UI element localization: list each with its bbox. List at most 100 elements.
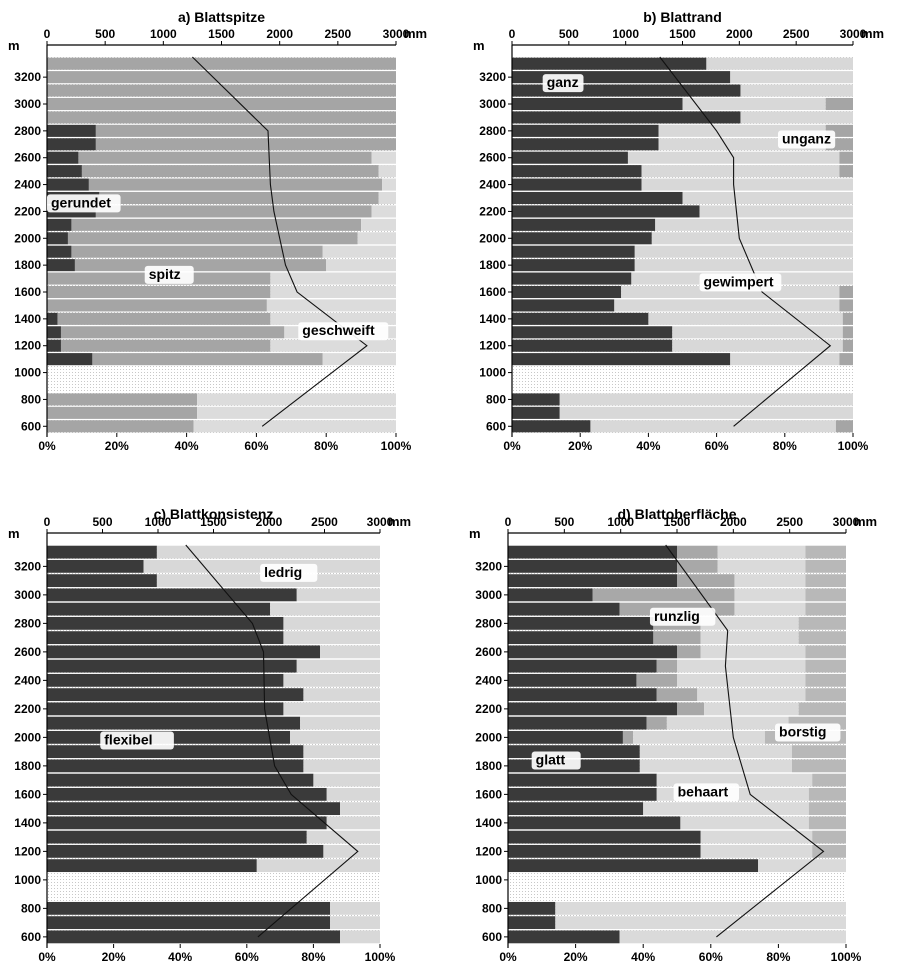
blattspitze-bar-spitz-2300 (99, 191, 379, 205)
blattoberflaeche-precipitation-line (665, 544, 825, 938)
blattspitze-bar-spitz-3000 (47, 97, 396, 111)
blattoberflaeche-ytick-1400: 1400 (475, 816, 502, 830)
blattrand-bar-ganz-3300 (512, 57, 707, 70)
blattkonsistenz-toptick-0: 0 (44, 515, 51, 529)
blattspitze-ytick-2000: 2000 (14, 231, 41, 245)
blattoberflaeche-bar-behaart-2800 (700, 616, 799, 630)
blattkonsistenz-left-unit: m (8, 526, 20, 541)
blattkonsistenz-bar-flexibel-3000 (47, 588, 297, 602)
blattspitze-bar-gerundet-2500 (47, 165, 82, 178)
blattoberflaeche-ytick-2600: 2600 (475, 645, 502, 659)
blattoberflaeche-bar-glatt-2700 (508, 631, 654, 645)
blattkonsistenz-bar-ledrig-2700 (283, 631, 380, 645)
blattspitze-ytick-800: 800 (21, 392, 41, 406)
blattspitze-bar-geschweift-2300 (378, 191, 396, 205)
blattrand-bar-ganz-2200 (512, 205, 700, 218)
blattkonsistenz-xtick-40: 40% (168, 950, 192, 964)
blattoberflaeche-ytick-600: 600 (482, 930, 502, 944)
blattoberflaeche-left-unit: m (469, 526, 481, 541)
blattkonsistenz-xtick-60: 60% (235, 950, 259, 964)
blattkonsistenz-ytick-2600: 2600 (14, 645, 41, 659)
blattoberflaeche-bar-glatt-1700 (508, 773, 657, 787)
blattoberflaeche-bar-behaart-2000 (633, 730, 765, 744)
blattspitze-bar-gerundet-2400 (47, 178, 89, 191)
blattoberflaeche-label-behaart: behaart (678, 783, 729, 799)
blattoberflaeche-xtick-0: 0% (499, 950, 517, 964)
blattkonsistenz-toptick-500: 500 (92, 515, 112, 529)
blattkonsistenz-bar-ledrig-2000 (290, 730, 380, 744)
blattrand-bar-unganz-1500 (839, 299, 853, 312)
blattrand-bar-gewimpert-2100 (655, 218, 853, 231)
blattoberflaeche-ytick-3200: 3200 (475, 559, 502, 573)
blattrand-toptick-0: 0 (509, 27, 516, 41)
blattkonsistenz-title: c) Blattkonsistenz (154, 506, 274, 522)
blattoberflaeche-label-borstig: borstig (779, 724, 826, 740)
blattkonsistenz-bar-ledrig-3300 (156, 545, 380, 559)
blattoberflaeche-top-unit: mm (854, 514, 877, 529)
blattrand-bar-ganz-2700 (512, 138, 659, 151)
blattspitze-xtick-60: 60% (244, 439, 268, 453)
blattrand-bar-gewimpert-3000 (682, 97, 826, 111)
blattoberflaeche-bar-runzlig-2000 (622, 730, 634, 744)
blattoberflaeche-bar-behaart-1500 (643, 802, 809, 816)
blattspitze-xtick-100: 100% (381, 439, 412, 453)
blattoberflaeche-bar-borstig-1900 (791, 745, 846, 759)
blattoberflaeche-bar-behaart-2700 (700, 631, 799, 645)
blattkonsistenz-bar-ledrig-2200 (283, 702, 380, 716)
blattoberflaeche-bar-behaart-2300 (697, 688, 806, 702)
blattkonsistenz-toptick-1500: 1500 (200, 515, 227, 529)
blattkonsistenz-bar-ledrig-1500 (340, 802, 380, 816)
blattspitze-bar-gerundet-1900 (47, 245, 72, 258)
blattspitze-label-bg-spitz (144, 265, 194, 284)
blattkonsistenz-bar-flexibel-2200 (47, 702, 284, 716)
blattoberflaeche-ytick-800: 800 (482, 901, 502, 915)
blattspitze-ytick-1200: 1200 (14, 339, 41, 353)
blattrand-ytick-800: 800 (486, 392, 506, 406)
blattoberflaeche-title: d) Blattoberfläche (617, 506, 736, 522)
blattrand-ytick-2400: 2400 (479, 178, 506, 192)
blattspitze-toptick-2500: 2500 (324, 27, 351, 41)
blattspitze-bar-spitz-2400 (88, 178, 383, 191)
blattspitze-bar-spitz-1200 (60, 339, 271, 352)
blattoberflaeche-label-bg-behaart (673, 783, 740, 802)
blattkonsistenz-ytick-2800: 2800 (14, 616, 41, 630)
blattkonsistenz-label-bg-flexibel (100, 731, 174, 750)
blattrand-ytick-600: 600 (486, 419, 506, 433)
blattrand-bar-gewimpert-700 (559, 406, 853, 419)
blattspitze-toptick-1500: 1500 (208, 27, 235, 41)
blattspitze-label-bg-geschweift (298, 322, 389, 341)
blattoberflaeche-ytick-2000: 2000 (475, 730, 502, 744)
blattkonsistenz-toptick-3000: 3000 (367, 515, 394, 529)
blattspitze-bar-geschweift-2600 (371, 151, 396, 164)
blattoberflaeche-bar-behaart-1900 (639, 745, 792, 759)
blattspitze-bar-gerundet-1300 (47, 326, 61, 339)
blattoberflaeche-bar-glatt-2300 (508, 688, 657, 702)
blattkonsistenz-ytick-1000: 1000 (14, 873, 41, 887)
blattspitze-toptick-3000: 3000 (383, 27, 410, 41)
blattrand-bar-ganz-2800 (512, 124, 659, 137)
blattrand-bar-ganz-1600 (512, 285, 622, 299)
blattspitze-ytick-3000: 3000 (14, 97, 41, 111)
blattoberflaeche-bar-glatt-1600 (508, 787, 657, 801)
blattrand-xtick-60: 60% (705, 439, 729, 453)
blattrand-top-unit: mm (861, 26, 884, 41)
blattrand-bar-gewimpert-2900 (740, 111, 853, 124)
blattoberflaeche-xtick-20: 20% (564, 950, 588, 964)
blattrand-bar-ganz-2000 (512, 232, 652, 245)
blattspitze-bar-spitz-700 (47, 406, 198, 419)
blattrand-toptick-3000: 3000 (840, 27, 867, 41)
blattspitze-bar-spitz-3300 (47, 57, 396, 70)
blattkonsistenz-bar-ledrig-1900 (303, 745, 380, 759)
blattoberflaeche-bar-behaart-1100 (758, 859, 846, 873)
blattoberflaeche-bar-glatt-3200 (508, 559, 677, 573)
blattoberflaeche-bar-borstig-2400 (805, 673, 846, 687)
blattspitze-ytick-2200: 2200 (14, 204, 41, 218)
blattoberflaeche-bar-runzlig-2300 (656, 688, 698, 702)
blattoberflaeche-bar-runzlig-2700 (653, 631, 701, 645)
blattkonsistenz-bar-ledrig-1300 (306, 830, 380, 844)
blattoberflaeche-bar-runzlig-3000 (592, 588, 735, 602)
blattspitze-bar-gerundet-2800 (47, 124, 96, 137)
blattspitze-bar-spitz-2200 (95, 205, 372, 218)
blattspitze-bar-spitz-1800 (74, 259, 327, 272)
blattspitze-ytick-3200: 3200 (14, 70, 41, 84)
